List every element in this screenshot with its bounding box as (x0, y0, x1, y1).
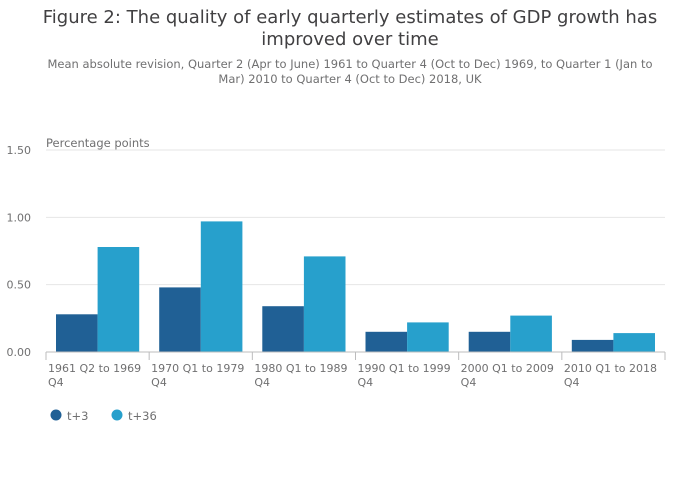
x-tick-label: 2000 Q1 to 2009 Q4 (461, 362, 554, 389)
x-axis: 1961 Q2 to 1969 Q4 1970 Q1 to 1979 Q4 1980 Q… (45, 351, 666, 389)
bars (56, 221, 655, 352)
x-tick-label: 1970 Q1 to 1979 Q4 (151, 362, 244, 389)
bar-t36-2 (200, 221, 243, 352)
bar-t3-3 (262, 306, 304, 352)
bar-t3-1 (56, 314, 98, 352)
x-tick-label: 1990 Q1 to 1999 Q4 (358, 362, 451, 389)
chart-title: Figure 2: The quality of early quarterly… (42, 7, 658, 50)
y-axis-ticks: 0.00 0.50 1.00 1.50 (7, 144, 32, 359)
legend-label: t+3 (67, 409, 88, 423)
legend-marker (111, 409, 123, 421)
y-tick-label: 0.50 (7, 279, 32, 292)
y-tick-label: 1.50 (7, 144, 32, 157)
y-tick-label: 0.00 (7, 346, 32, 359)
y-axis-label: Percentage points (46, 136, 150, 150)
chart-subtitle: Mean absolute revision, Quarter 2 (Apr t… (47, 57, 653, 86)
bar-t3-2 (159, 287, 201, 352)
bar-t3-5 (468, 331, 511, 352)
bar-t3-4 (365, 331, 408, 352)
gridlines (46, 149, 665, 286)
legend-label: t+36 (128, 409, 157, 423)
bar-t36-3 (303, 256, 346, 352)
legend: t+3 t+36 (50, 409, 157, 423)
bar-t3-6 (571, 339, 614, 352)
legend-marker (50, 409, 62, 421)
bar-t36-6 (613, 333, 655, 352)
y-tick-label: 1.00 (7, 211, 32, 224)
x-tick-label: 1980 Q1 to 1989 Q4 (254, 362, 347, 389)
bar-t36-1 (97, 247, 140, 352)
bar-t36-5 (510, 315, 552, 352)
x-tick-label: 2010 Q1 to 2018 Q4 (564, 362, 657, 389)
x-tick-label: 1961 Q2 to 1969 Q4 (48, 362, 141, 389)
bar-t36-4 (407, 322, 449, 352)
